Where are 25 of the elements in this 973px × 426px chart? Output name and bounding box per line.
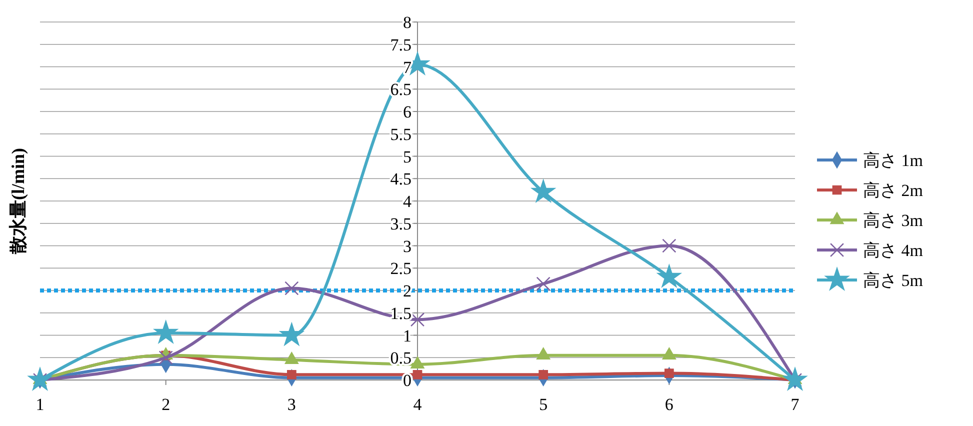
y-tick-label: 4.5 [390, 170, 412, 189]
x-tick-label: 1 [36, 395, 44, 414]
y-tick-label: 5 [403, 147, 412, 166]
y-tick-label: 2.5 [390, 259, 412, 278]
y-tick-label: 7.5 [390, 35, 412, 54]
y-tick-label: 4 [403, 192, 412, 211]
x-tick-label: 5 [539, 395, 548, 414]
legend-label: 高さ 3m [863, 211, 923, 230]
y-tick-label: 1 [403, 326, 412, 346]
legend-label: 高さ 5m [863, 271, 923, 290]
x-tick-label: 3 [287, 395, 296, 414]
y-axis-title: 散水量(l/min) [8, 148, 28, 255]
y-tick-label: 3 [403, 236, 412, 256]
legend-label: 高さ 4m [863, 241, 923, 260]
y-tick-label: 8 [403, 13, 412, 32]
y-tick-label: 2 [403, 282, 412, 300]
x-tick-label: 6 [664, 395, 674, 414]
y-tick-label: 3.5 [390, 214, 412, 234]
y-tick-label: 6 [403, 102, 412, 122]
y-tick-label: 0.5 [390, 348, 412, 368]
x-tick-label: 7 [790, 395, 800, 414]
legend-label: 高さ 2m [863, 181, 923, 200]
y-tick-label: 5.5 [390, 124, 412, 144]
legend-label: 高さ 1m [863, 151, 923, 170]
x-tick-label: 2 [162, 395, 170, 414]
